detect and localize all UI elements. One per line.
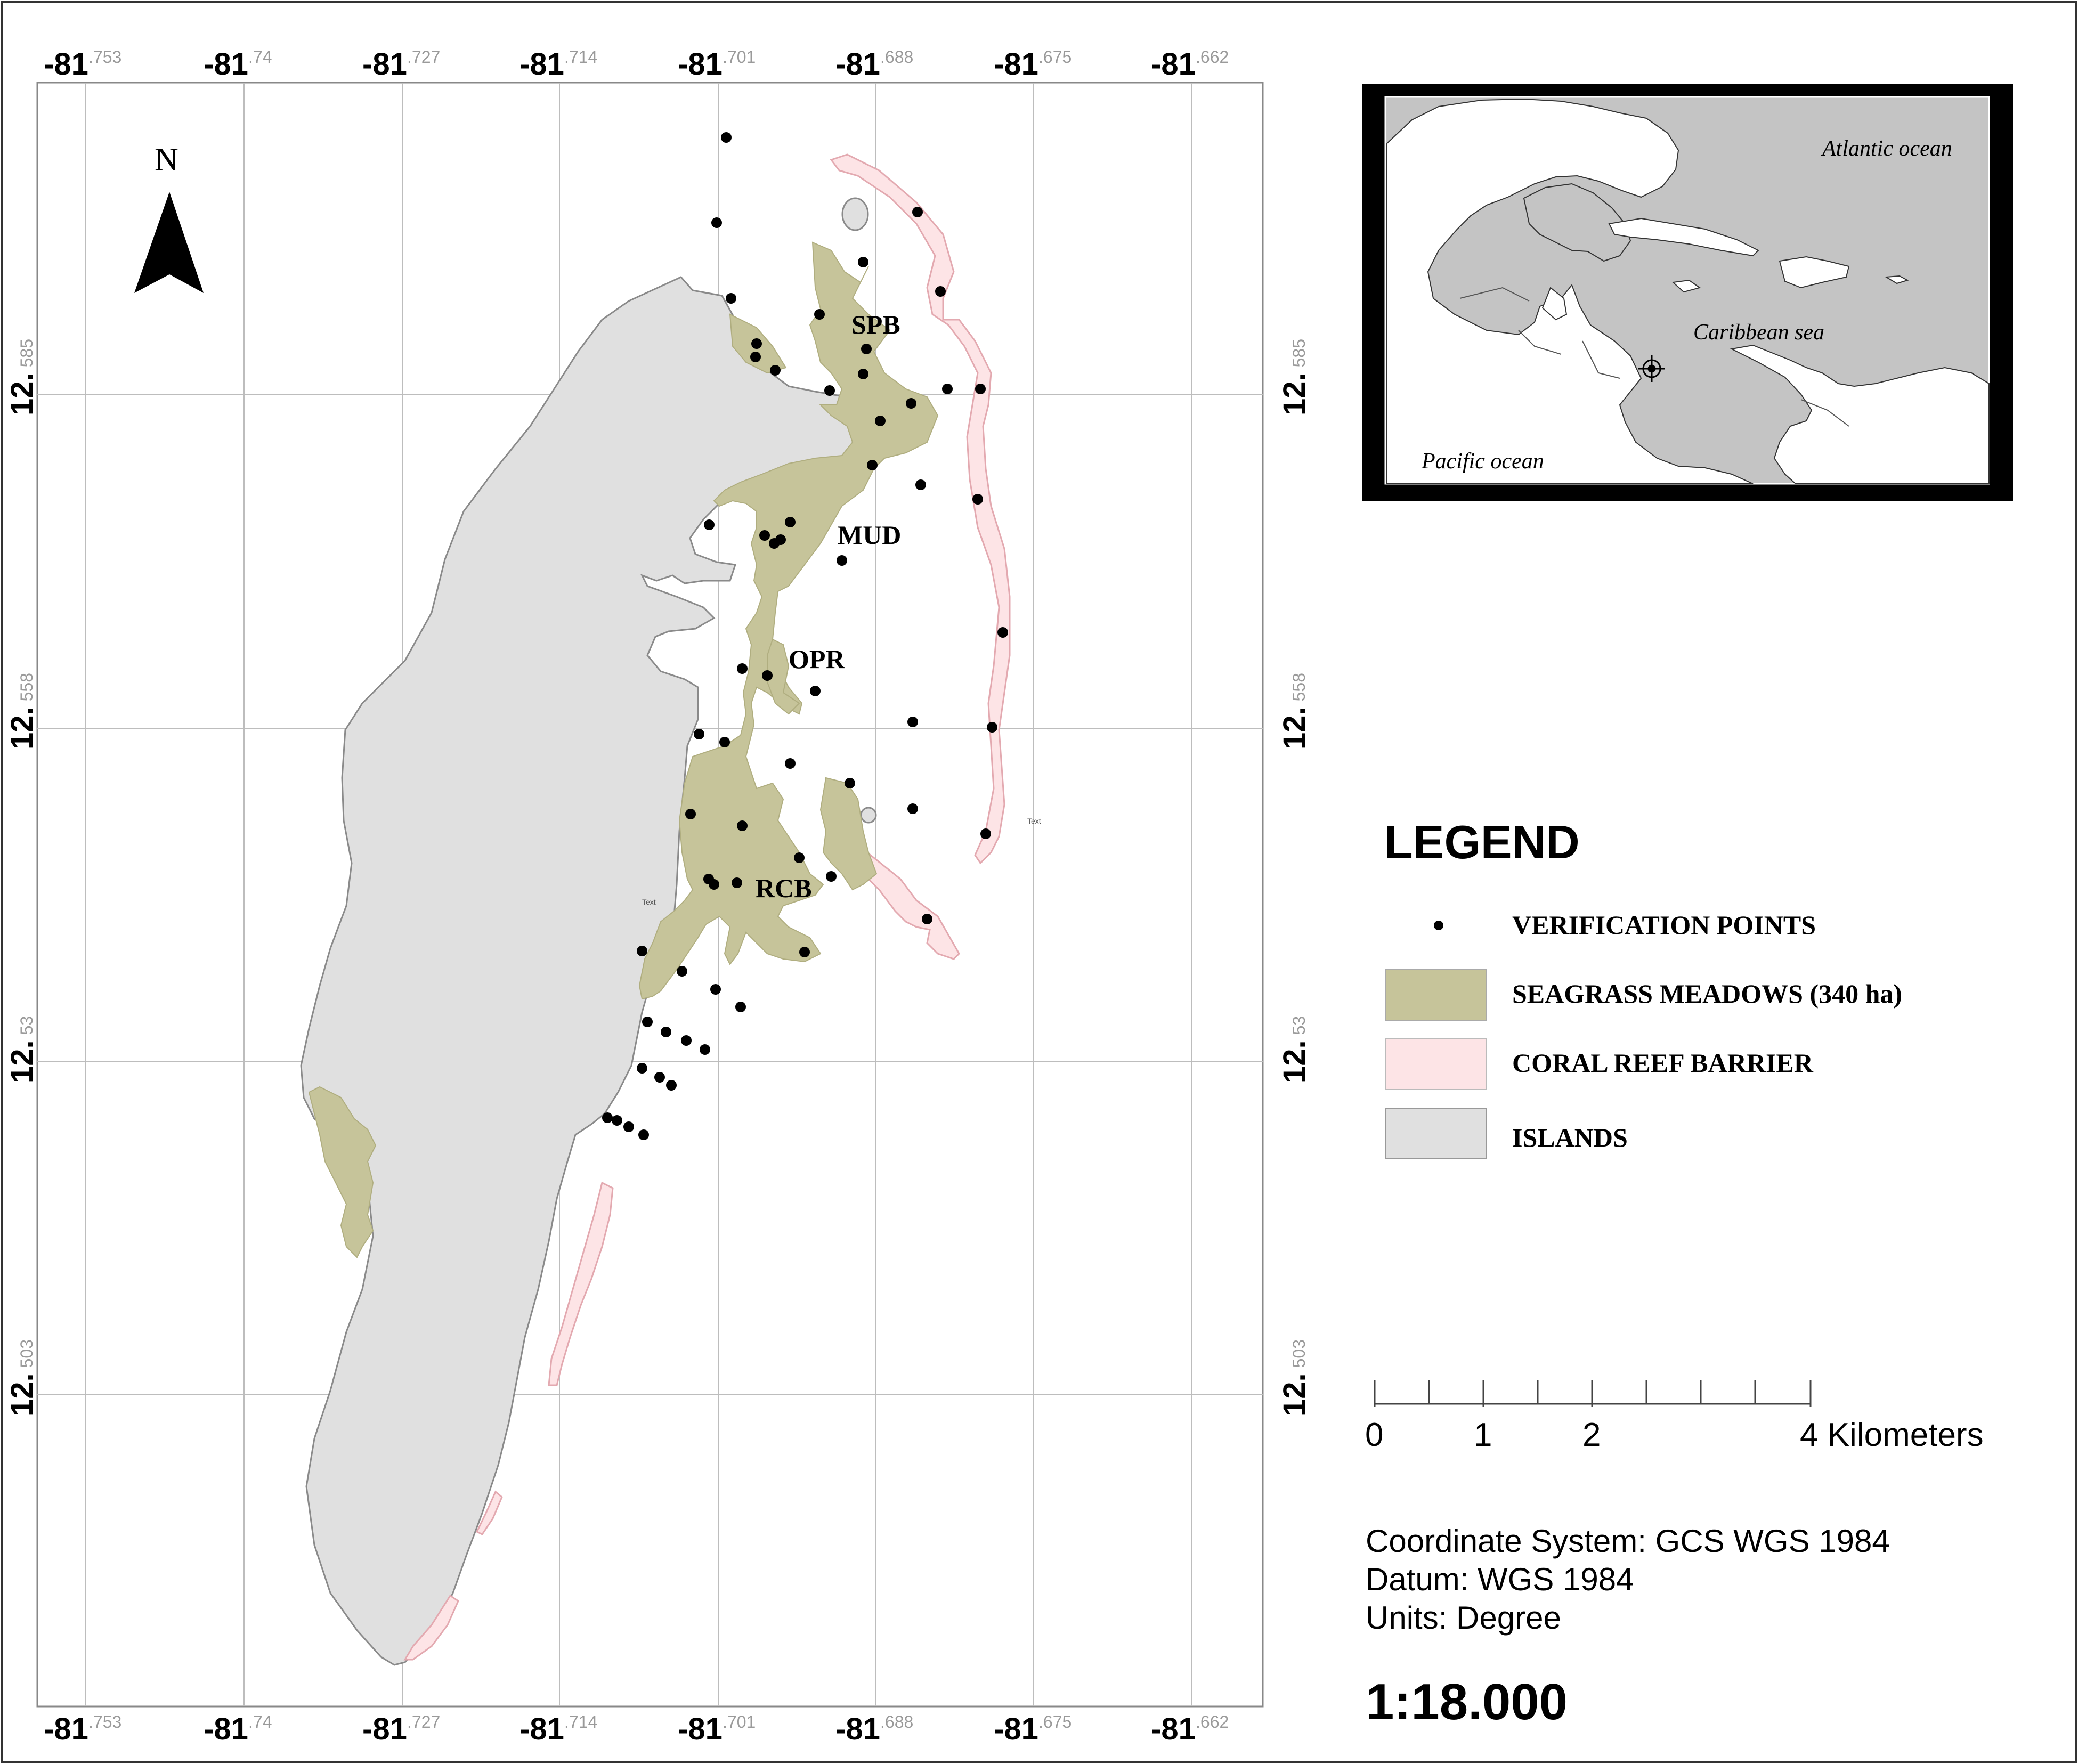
lon-label-decimal: .662 <box>1196 47 1229 67</box>
lon-label: -81 <box>994 47 1038 82</box>
lat-label-right: 12.585 <box>1277 323 1314 416</box>
lat-label-main: 12. <box>1277 706 1312 750</box>
islet <box>841 197 869 231</box>
lon-label-decimal: .701 <box>723 1712 756 1732</box>
lon-label-decimal: .714 <box>564 47 598 67</box>
legend-label-points: VERIFICATION POINTS <box>1512 910 1816 940</box>
lat-label-right: 12.53 <box>1277 1000 1314 1083</box>
lat-label-main: 12. <box>1277 372 1312 416</box>
lon-label: -81 <box>520 47 564 82</box>
lat-label-left: 12.585 <box>5 323 57 416</box>
lat-label-decimal: 503 <box>1289 1339 1309 1368</box>
lon-label: -81 <box>994 1712 1038 1746</box>
site-label-opr: OPR <box>789 644 845 674</box>
lon-label: -81 <box>678 1712 723 1746</box>
lon-label-decimal: .688 <box>880 1712 914 1732</box>
lon-label: -81 <box>1151 47 1196 82</box>
coral-reef-shapes <box>403 153 1011 1661</box>
legend-swatch-points <box>1434 921 1443 930</box>
lon-label-decimal: .675 <box>1038 47 1072 67</box>
lon-label-decimal: .675 <box>1038 1712 1072 1732</box>
lat-label-main: 12. <box>5 1040 39 1083</box>
verification-points <box>602 132 1008 1140</box>
lat-label-main: 12. <box>5 706 39 750</box>
legend-symbols <box>1385 921 1487 1159</box>
lon-label-decimal: .74 <box>248 47 272 67</box>
lon-label: -81 <box>678 47 723 82</box>
lon-label-decimal: .701 <box>723 47 756 67</box>
units-text: Units: Degree <box>1366 1600 1561 1636</box>
site-label-spb: SPB <box>851 310 900 339</box>
site-label-mud: MUD <box>838 520 902 550</box>
scale-bar <box>1374 1380 1812 1407</box>
lon-label: -81 <box>204 47 248 82</box>
legend-label-islands: ISLANDS <box>1512 1123 1628 1152</box>
legend-label-seagrass: SEAGRASS MEADOWS (340 ha) <box>1512 979 1903 1009</box>
lat-label-decimal: 53 <box>1289 1015 1309 1035</box>
lat-label-decimal: 585 <box>17 338 36 368</box>
lat-label-main: 12. <box>5 372 39 416</box>
lon-label-decimal: .74 <box>248 1712 272 1732</box>
scalebar-label: 1 <box>1474 1417 1492 1453</box>
legend-label-reef: CORAL REEF BARRIER <box>1512 1048 1813 1078</box>
legend-swatch-islands <box>1385 1108 1487 1159</box>
lat-label-decimal: 558 <box>1289 672 1309 702</box>
lat-label-decimal: 585 <box>1289 338 1309 368</box>
lat-label-left: 12.53 <box>5 1000 57 1083</box>
coordinate-system-text: Coordinate System: GCS WGS 1984 <box>1366 1523 1890 1559</box>
lon-label: -81 <box>362 47 407 82</box>
scalebar-label: 0 <box>1365 1417 1384 1453</box>
lat-label-decimal: 53 <box>17 1015 36 1035</box>
lon-label-decimal: .727 <box>407 47 441 67</box>
lon-label: -81 <box>44 1712 88 1746</box>
study-area-marker-icon <box>1638 355 1665 382</box>
islet <box>860 807 877 824</box>
datum-text: Datum: WGS 1984 <box>1366 1562 1634 1597</box>
lat-label-decimal: 503 <box>17 1339 36 1368</box>
lon-label: -81 <box>362 1712 407 1746</box>
lon-label-decimal: .753 <box>88 47 122 67</box>
island-shape <box>300 276 880 1666</box>
lat-label-right: 12.503 <box>1277 1323 1314 1416</box>
lon-label: -81 <box>204 1712 248 1746</box>
lon-label: -81 <box>835 1712 880 1746</box>
site-label-rcb: RCB <box>756 873 812 903</box>
inset-label-atlantic: Atlantic ocean <box>1822 136 1952 161</box>
inset-label-caribbean: Caribbean sea <box>1693 320 1825 345</box>
lat-label-decimal: 558 <box>17 672 36 702</box>
lon-label: -81 <box>835 47 880 82</box>
inset-label-pacific: Pacific ocean <box>1422 449 1544 474</box>
lat-label-left: 12.503 <box>5 1323 57 1416</box>
map-scale-text: 1:18.000 <box>1366 1673 1568 1730</box>
scalebar-label: 4 Kilometers <box>1800 1417 1984 1453</box>
north-label: N <box>155 142 178 178</box>
legend-swatch-seagrass <box>1385 969 1487 1021</box>
stray-text-label: Text <box>1027 817 1041 825</box>
lat-label-main: 12. <box>1277 1040 1312 1083</box>
lat-label-main: 12. <box>5 1373 39 1416</box>
scalebar-label: 2 <box>1582 1417 1601 1453</box>
lon-label: -81 <box>1151 1712 1196 1746</box>
stray-text-label: Text <box>642 898 656 906</box>
lon-label-decimal: .753 <box>88 1712 122 1732</box>
lat-label-main: 12. <box>1277 1373 1312 1416</box>
north-arrow-icon <box>134 192 204 293</box>
lon-label-decimal: .714 <box>564 1712 598 1732</box>
lon-label-decimal: .688 <box>880 47 914 67</box>
lon-label-decimal: .727 <box>407 1712 441 1732</box>
lat-label-right: 12.558 <box>1277 657 1314 750</box>
legend-title: LEGEND <box>1384 816 1580 868</box>
lon-label: -81 <box>44 47 88 82</box>
lon-label-decimal: .662 <box>1196 1712 1229 1732</box>
legend-swatch-reef <box>1385 1038 1487 1090</box>
seagrass-shapes <box>308 241 939 1258</box>
lat-label-left: 12.558 <box>5 657 57 750</box>
lon-label: -81 <box>520 1712 564 1746</box>
inset-map <box>1362 84 2013 501</box>
